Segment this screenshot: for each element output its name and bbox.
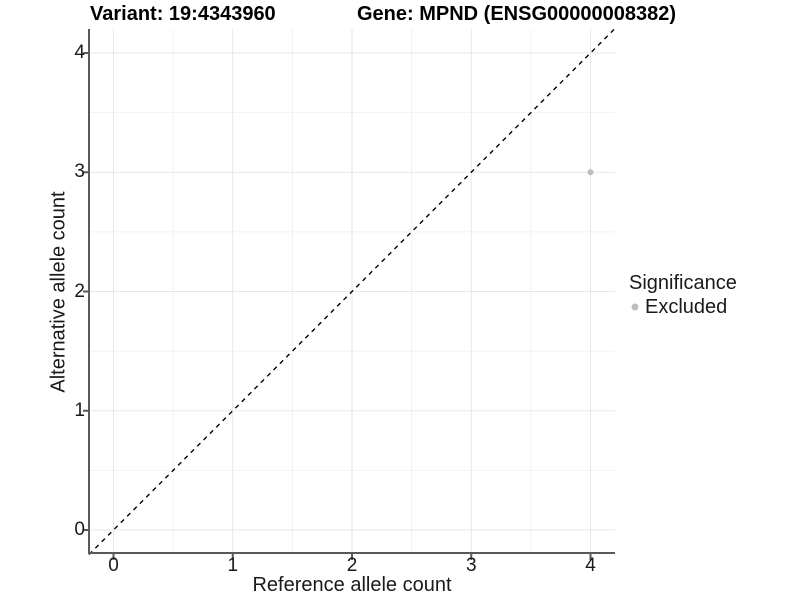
x-tick-3: 3 — [465, 555, 477, 576]
y-axis-title: Alternative allele count — [47, 191, 70, 393]
x-tick-4: 4 — [585, 555, 596, 576]
variant-title: Variant: 19:4343960 — [90, 3, 276, 25]
grid-major — [89, 29, 615, 553]
identity-line — [88, 27, 617, 555]
y-tick-3: 3 — [74, 161, 85, 183]
legend-title: Significance — [629, 272, 737, 294]
legend-item-excluded: Excluded — [630, 296, 737, 318]
x-tick-1: 1 — [227, 555, 239, 576]
y-tick-4: 4 — [74, 42, 85, 63]
y-tick-1: 1 — [74, 399, 85, 421]
y-tick-2: 2 — [74, 280, 85, 302]
x-tick-2: 2 — [346, 555, 358, 576]
legend: Significance Excluded — [629, 272, 737, 318]
circle-icon — [631, 303, 639, 311]
x-axis-title: Reference allele count — [252, 574, 452, 596]
gene-title: Gene: MPND (ENSG00000008382) — [357, 3, 677, 25]
data-point-excluded — [587, 169, 594, 176]
legend-item-label: Excluded — [645, 296, 728, 318]
axis-tick-marks — [83, 52, 592, 560]
x-tick-0: 0 — [108, 555, 119, 576]
plot-panel — [83, 27, 617, 560]
y-tick-0: 0 — [74, 519, 85, 540]
